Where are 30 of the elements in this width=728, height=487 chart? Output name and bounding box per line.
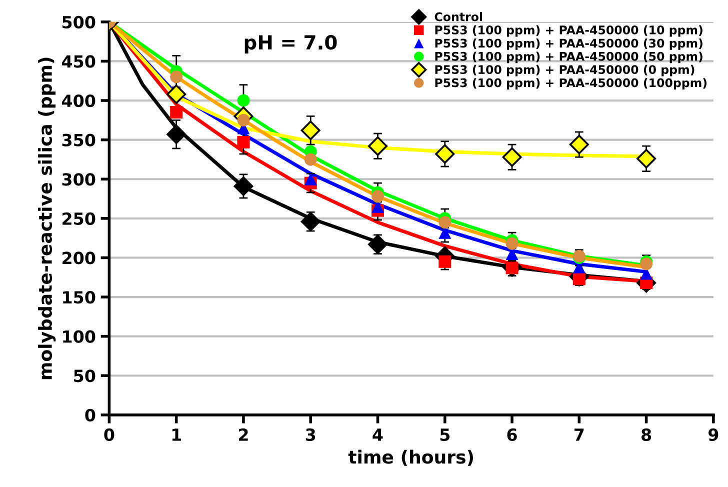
x-tick-label: 1: [172, 428, 181, 441]
annotation: pH = 7.0: [244, 34, 337, 54]
y-tick-label: 400: [62, 94, 96, 108]
x-tick-label: 0: [104, 428, 114, 442]
x-tick-label: 5: [440, 428, 450, 442]
y-tick-label: 50: [74, 370, 96, 382]
y-tick-label: 250: [62, 212, 96, 225]
y-tick-label: 450: [62, 55, 96, 68]
y-tick-label: 200: [62, 252, 96, 264]
x-tick-label: 7: [574, 428, 584, 441]
y-tick-label: 0: [85, 408, 96, 422]
y-tick-label: 150: [63, 290, 96, 304]
x-tick-label: 6: [507, 428, 517, 442]
x-tick-label: 3: [306, 428, 316, 442]
legend-label: P5S3 (100 ppm) + PAA-450000 (50 ppm): [435, 52, 702, 64]
legend-label: P5S3 (100 ppm) + PAA-450000 (0 ppm): [435, 64, 694, 76]
y-axis-title: molybdate-reactive silica (ppm): [38, 58, 56, 380]
legend-label: P5S3 (100 ppm) + PAA-450000 (10 ppm): [435, 25, 702, 37]
x-tick-label: 9: [708, 428, 718, 442]
y-tick-label: 500: [62, 16, 96, 28]
x-tick-label: 2: [238, 428, 248, 441]
x-tick-label: 4: [372, 428, 383, 441]
legend-label: Control: [434, 12, 482, 22]
x-tick-label: 8: [642, 428, 652, 442]
y-tick-label: 300: [62, 173, 96, 186]
y-tick-label: 100: [63, 330, 96, 343]
legend-label: P5S3 (100 ppm) + PAA-450000 (30 ppm): [435, 38, 702, 50]
legend-label: P5S3 (100 ppm) + PAA-450000 (100ppm): [435, 78, 707, 90]
x-axis-title: time (hours): [348, 450, 473, 466]
y-tick-label: 350: [62, 134, 96, 146]
